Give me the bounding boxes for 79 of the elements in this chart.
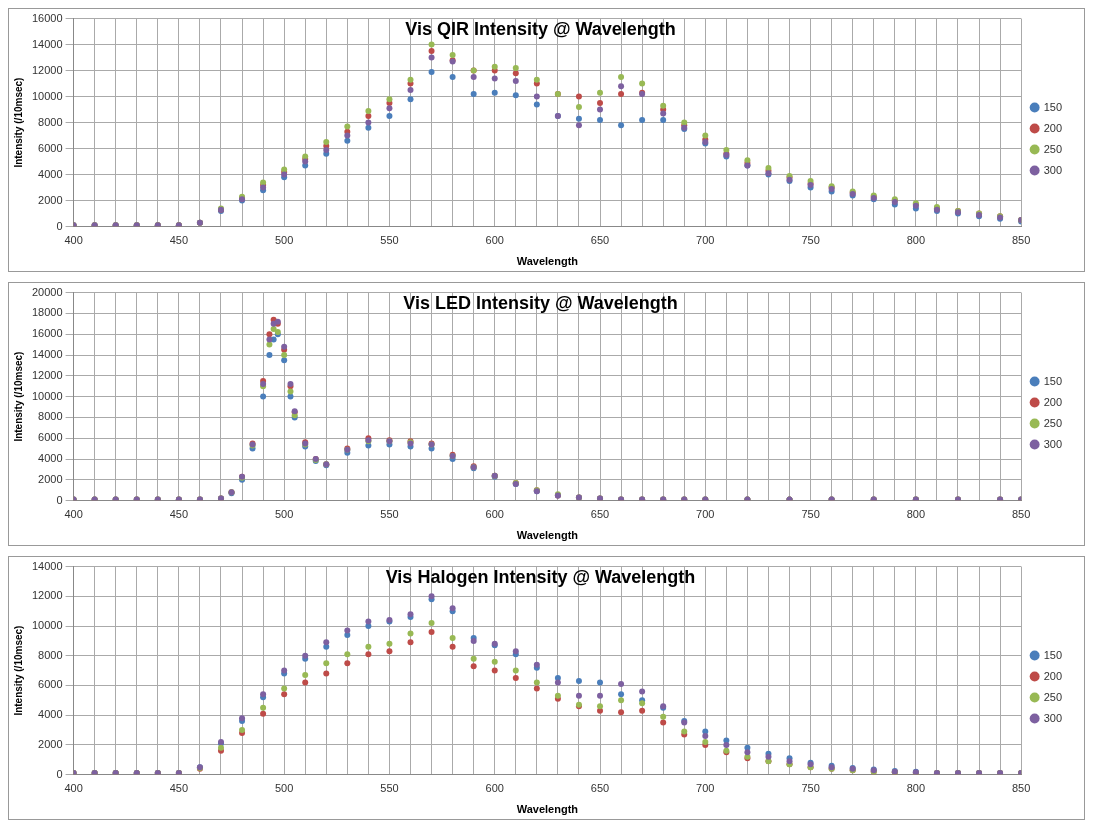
x-tick-label: 600 [485, 782, 504, 795]
x-tick-label: 750 [801, 234, 820, 247]
x-tick-label: 650 [590, 782, 610, 795]
y-tick-label: 2000 [38, 193, 63, 206]
x-tick-label: 750 [801, 782, 820, 795]
legend-label: 250 [1043, 690, 1063, 703]
x-tick-label: 400 [64, 782, 83, 795]
y-axis-title: Intensity (/10msec) [12, 351, 24, 442]
legend-label: 250 [1043, 416, 1063, 429]
chart-title: Vis QIR Intensity @ Wavelength [405, 18, 676, 39]
y-tick-label: 6000 [38, 678, 63, 691]
y-tick-label: 20000 [31, 285, 63, 298]
legend-label: 200 [1043, 395, 1063, 408]
x-axis-title: Wavelength [516, 803, 579, 816]
x-tick-label: 850 [1011, 782, 1031, 795]
y-tick-label: 18000 [31, 306, 63, 319]
y-tick-label: 14000 [31, 559, 63, 572]
x-tick-label: 850 [1011, 234, 1031, 247]
chart-title: Vis LED Intensity @ Wavelength [403, 292, 678, 313]
x-tick-label: 850 [1011, 508, 1031, 521]
y-tick-label: 4000 [38, 167, 63, 180]
x-tick-label: 650 [590, 508, 610, 521]
x-tick-label: 800 [906, 782, 926, 795]
x-axis-title: Wavelength [516, 529, 579, 542]
y-tick-label: 16000 [31, 11, 63, 24]
x-tick-label: 550 [380, 782, 399, 795]
x-tick-label: 600 [485, 508, 504, 521]
y-tick-label: 2000 [38, 472, 63, 485]
x-tick-label: 450 [169, 508, 189, 521]
y-tick-label: 0 [56, 767, 63, 780]
legend-label: 150 [1043, 374, 1063, 387]
x-tick-label: 500 [274, 234, 294, 247]
x-tick-label: 750 [801, 508, 820, 521]
legend-label: 300 [1043, 711, 1063, 724]
y-tick-label: 0 [56, 493, 63, 506]
x-tick-label: 550 [380, 234, 399, 247]
y-tick-label: 2000 [38, 737, 63, 750]
legend-label: 300 [1043, 437, 1063, 450]
y-tick-label: 4000 [38, 708, 63, 721]
y-tick-label: 14000 [31, 37, 63, 50]
x-tick-label: 400 [64, 508, 83, 521]
x-tick-label: 500 [274, 508, 294, 521]
x-tick-label: 450 [169, 234, 189, 247]
y-tick-label: 8000 [38, 115, 63, 128]
legend-label: 200 [1043, 121, 1063, 134]
y-tick-label: 16000 [31, 327, 63, 340]
x-tick-label: 400 [64, 234, 83, 247]
x-tick-label: 800 [906, 234, 926, 247]
x-tick-label: 700 [696, 234, 715, 247]
legend-label: 250 [1043, 142, 1063, 155]
y-tick-label: 12000 [31, 63, 63, 76]
x-tick-label: 650 [590, 234, 610, 247]
y-tick-label: 4000 [38, 452, 63, 465]
x-tick-label: 550 [380, 508, 399, 521]
y-tick-label: 8000 [38, 648, 63, 661]
y-tick-label: 6000 [38, 431, 63, 444]
x-tick-label: 700 [696, 508, 715, 521]
legend-label: 300 [1043, 163, 1063, 176]
y-tick-label: 10000 [31, 89, 63, 102]
x-tick-label: 600 [485, 234, 504, 247]
x-tick-label: 700 [696, 782, 715, 795]
y-tick-label: 12000 [31, 589, 63, 602]
y-tick-label: 6000 [38, 141, 63, 154]
y-tick-label: 12000 [31, 368, 63, 381]
y-axis-title: Intensity (/10msec) [12, 625, 24, 716]
y-axis-title: Intensity (/10msec) [12, 77, 24, 168]
legend-label: 150 [1043, 648, 1063, 661]
y-tick-label: 10000 [31, 619, 63, 632]
y-tick-label: 14000 [31, 348, 63, 361]
x-tick-label: 500 [274, 782, 294, 795]
x-axis-title: Wavelength [516, 255, 579, 268]
y-tick-label: 0 [56, 219, 63, 232]
x-tick-label: 800 [906, 508, 926, 521]
y-tick-label: 8000 [38, 410, 63, 423]
y-tick-label: 10000 [31, 389, 63, 402]
legend-label: 200 [1043, 669, 1063, 682]
chart-title: Vis Halogen Intensity @ Wavelength [385, 566, 696, 587]
legend-label: 150 [1043, 100, 1063, 113]
x-tick-label: 450 [169, 782, 189, 795]
